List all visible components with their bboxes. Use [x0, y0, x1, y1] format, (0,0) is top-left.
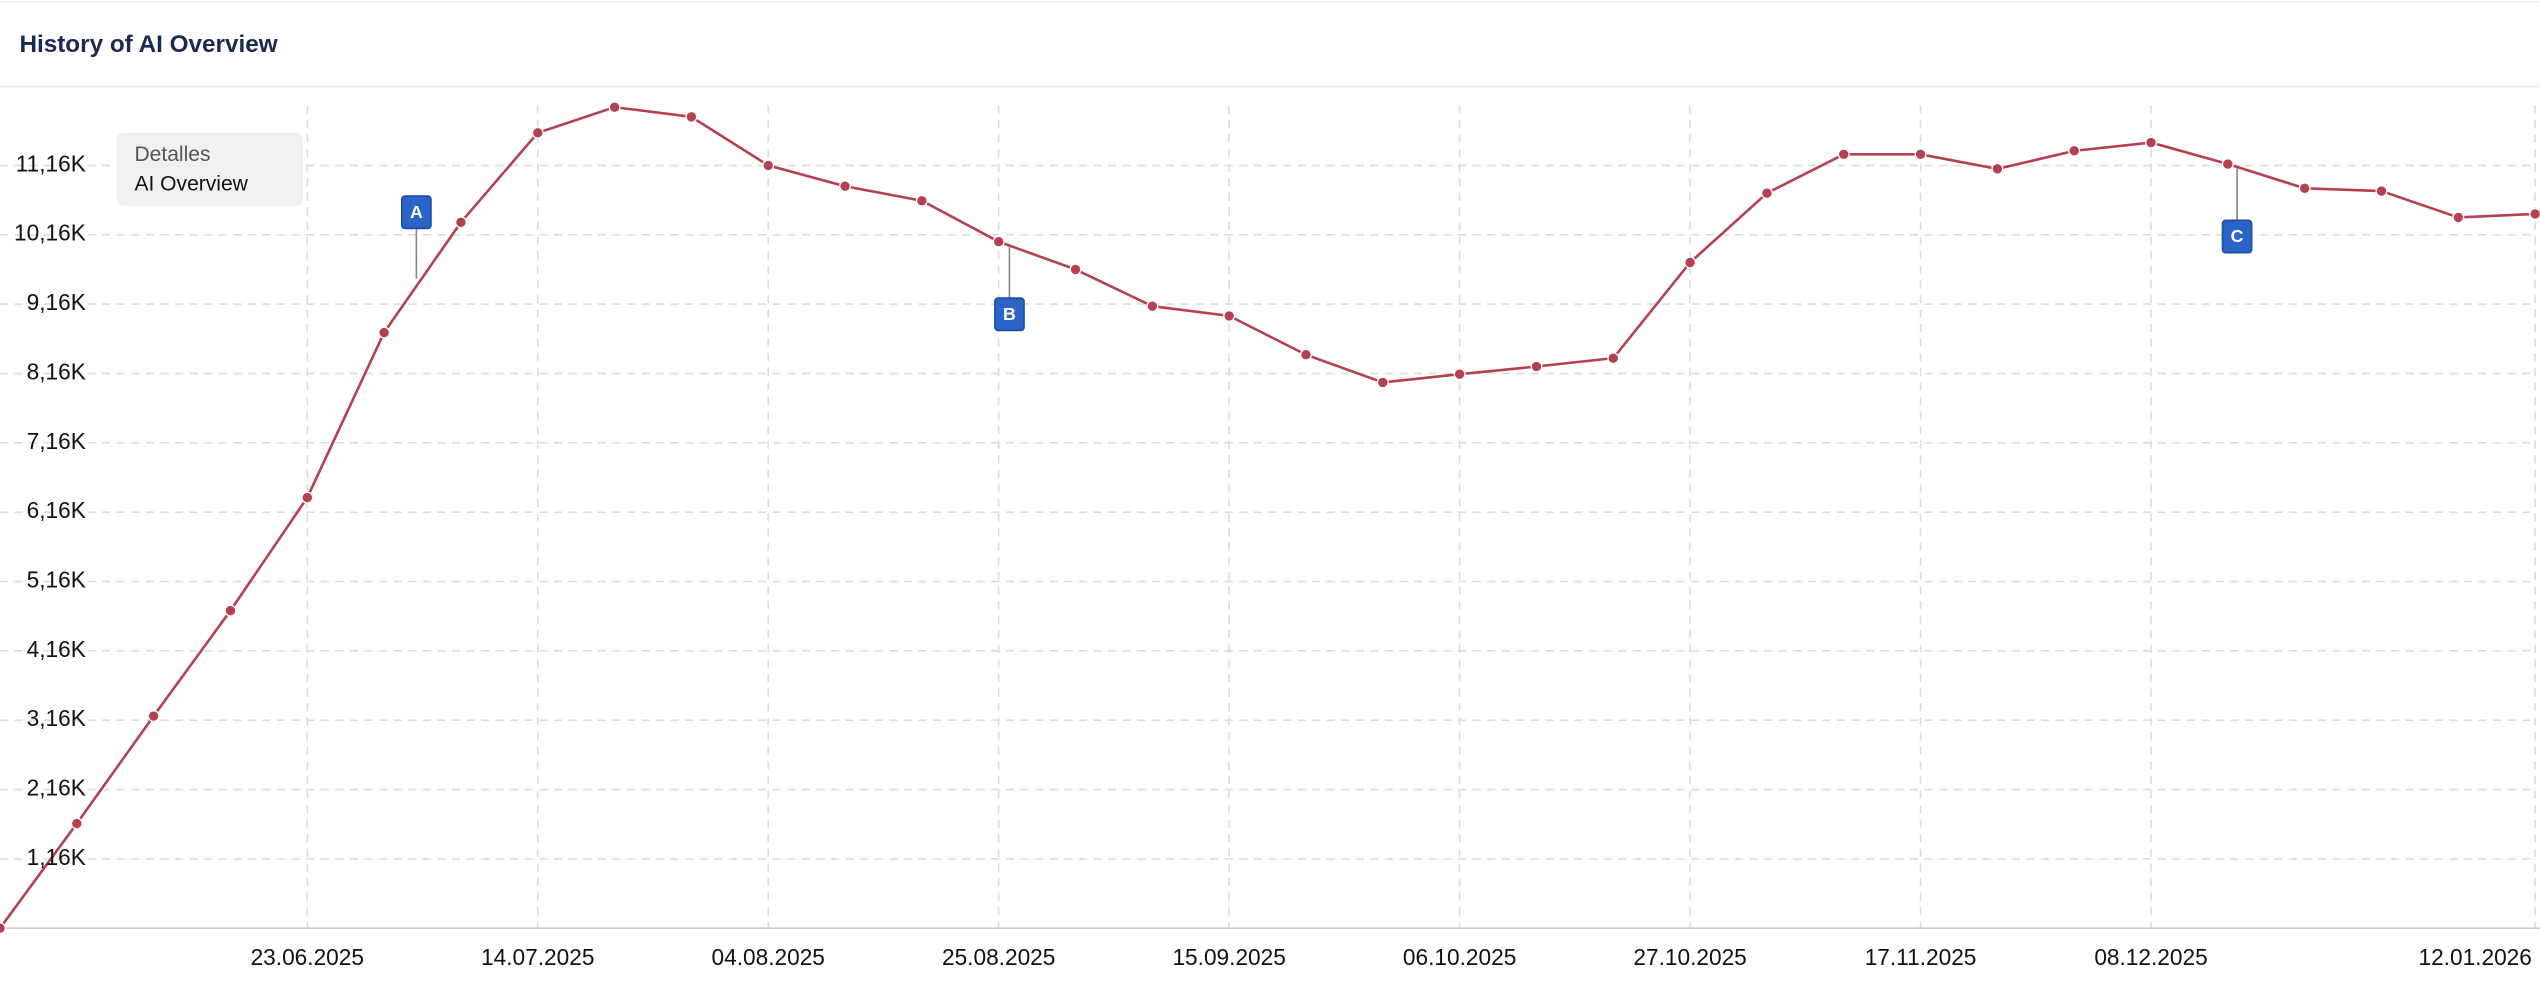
x-tick-label: 04.08.2025: [712, 944, 825, 970]
point: [147, 710, 160, 723]
legend-title: Detalles: [134, 143, 210, 166]
point: [454, 216, 467, 229]
legend-entry: AI Overview: [134, 172, 248, 195]
y-tick-label: 10,16K: [14, 220, 86, 246]
x-tick-label: 06.10.2025: [1403, 944, 1516, 970]
point: [2221, 158, 2234, 171]
y-tick-label: 9,16K: [27, 289, 86, 315]
x-tick-label: 27.10.2025: [1633, 944, 1746, 970]
plot: [0, 101, 2540, 935]
annotation-flag: [994, 297, 1025, 332]
point: [1069, 263, 1082, 276]
annotation-flag: [2221, 219, 2253, 254]
y-tick-label: 1,16K: [27, 844, 86, 870]
point: [70, 817, 83, 830]
point: [1146, 300, 1159, 313]
point: [1453, 368, 1466, 381]
point: [2375, 185, 2388, 198]
y-tick-label: 5,16K: [27, 566, 86, 592]
x-tick-label: 17.11.2025: [1865, 944, 1977, 970]
y-tick-label: 2,16K: [27, 775, 86, 801]
annotation-label: C: [2231, 226, 2244, 246]
point: [992, 235, 1005, 248]
point: [2298, 182, 2311, 195]
y-tick-label: 8,16K: [27, 358, 86, 384]
annotation-flag: [400, 195, 432, 230]
point: [915, 194, 928, 207]
point: [531, 126, 544, 139]
x-tick-label: 14.07.2025: [481, 944, 594, 970]
point: [608, 101, 621, 114]
point: [301, 491, 314, 504]
y-tick-label: 4,16K: [27, 636, 86, 662]
point: [1299, 348, 1312, 361]
line: [0, 105, 2536, 930]
point: [839, 180, 852, 193]
point: [1530, 360, 1543, 373]
x-tick-label: 15.09.2025: [1172, 944, 1285, 970]
x-tick-label: 23.06.2025: [251, 944, 364, 970]
x-tick-label: 12.01.2026: [2418, 944, 2531, 970]
annotation-label: A: [410, 202, 423, 222]
legend-box: [116, 132, 303, 206]
point: [224, 604, 237, 617]
point: [2452, 211, 2465, 224]
point: [1760, 187, 1773, 200]
point: [2145, 136, 2158, 149]
chart-title: History of AI Overview: [19, 31, 277, 58]
point: [0, 922, 6, 935]
y-tick-label: 6,16K: [27, 497, 86, 523]
point: [685, 110, 698, 123]
x-tick-label: 08.12.2025: [2094, 944, 2207, 970]
point: [1684, 256, 1697, 269]
x-tick-label: 25.08.2025: [942, 944, 1055, 970]
point: [2068, 144, 2081, 157]
point: [2529, 207, 2540, 220]
y-tick-label: 3,16K: [27, 705, 86, 731]
annotation-label: B: [1003, 304, 1016, 324]
y-tick-label: 11,16K: [16, 150, 86, 176]
point: [1607, 352, 1620, 365]
point: [1914, 148, 1927, 161]
point: [1376, 376, 1389, 389]
point: [762, 159, 775, 172]
y-tick-label: 7,16K: [27, 428, 86, 454]
point: [1223, 309, 1236, 322]
point: [1837, 148, 1850, 161]
point: [1991, 162, 2004, 175]
point: [378, 326, 391, 339]
